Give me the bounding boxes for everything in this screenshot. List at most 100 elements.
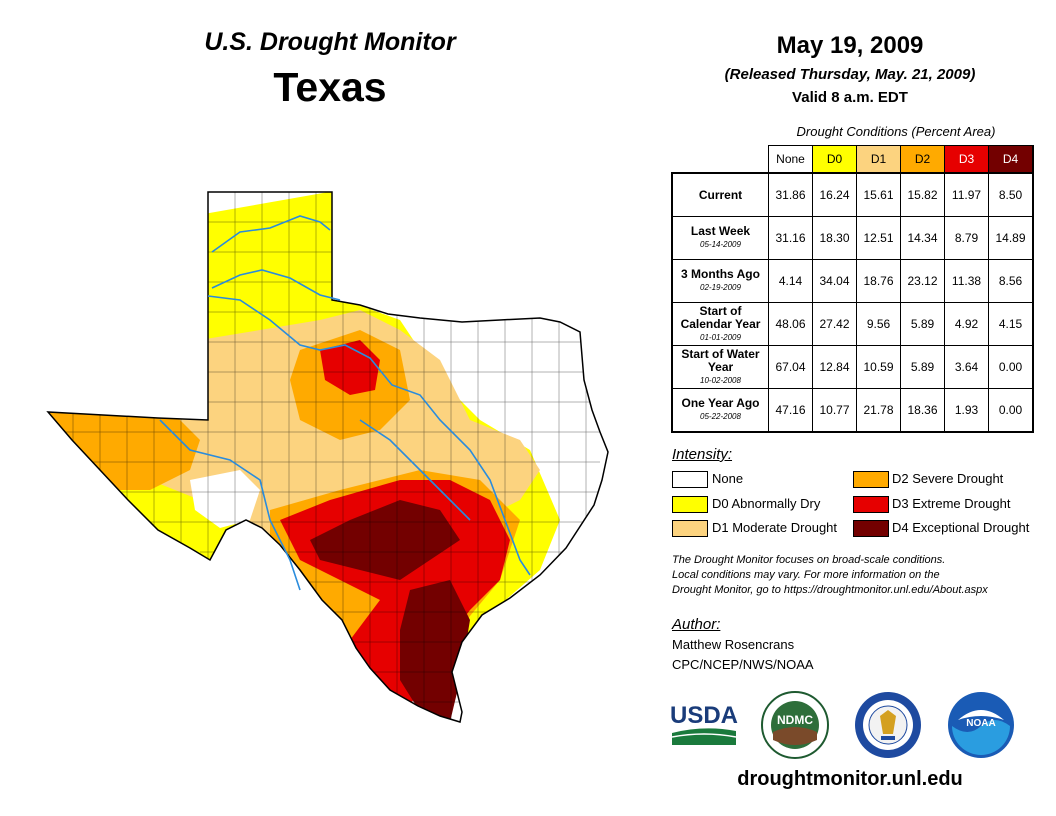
cell-d2: 5.89 bbox=[900, 345, 945, 389]
row-date: 02-19-2009 bbox=[700, 283, 741, 292]
legend-swatch-none bbox=[672, 471, 708, 488]
row-date: 10-02-2008 bbox=[700, 375, 741, 385]
legend-swatch-d4 bbox=[853, 520, 889, 537]
cell-d1: 9.56 bbox=[856, 302, 901, 346]
legend-label-none: None bbox=[712, 471, 744, 486]
ndmc-logo: NDMC bbox=[761, 691, 829, 759]
usda-logo-text: USDA bbox=[670, 702, 738, 729]
legend-swatch-d2 bbox=[853, 471, 889, 488]
col-header-d1: D1 bbox=[856, 145, 901, 174]
cell-d4: 8.50 bbox=[988, 172, 1034, 217]
note-line: Local conditions may vary. For more info… bbox=[672, 569, 940, 581]
cell-d3: 1.93 bbox=[944, 388, 989, 433]
cell-none: 31.16 bbox=[768, 216, 813, 260]
cell-d2: 18.36 bbox=[900, 388, 945, 433]
col-header-d0: D0 bbox=[812, 145, 857, 174]
row-label-text: Start of Calendar Year bbox=[680, 303, 761, 331]
row-label: Start of Water Year 10-02-2008 bbox=[671, 345, 769, 389]
legend-swatch-d1 bbox=[672, 520, 708, 537]
col-header-none: None bbox=[768, 145, 813, 174]
table-row: Last Week 05-14-2009 31.16 18.30 12.51 14… bbox=[671, 216, 1034, 260]
col-header-d2: D2 bbox=[900, 145, 945, 174]
legend-label-d2: D2 Severe Drought bbox=[892, 471, 1004, 486]
table-row: One Year Ago 05-22-2008 47.16 10.77 21.78… bbox=[671, 388, 1034, 433]
valid-time: Valid 8 a.m. EDT bbox=[792, 89, 908, 106]
drought-areas bbox=[48, 192, 608, 722]
row-date: 01-01-2009 bbox=[700, 332, 741, 342]
cell-d3: 11.97 bbox=[944, 172, 989, 217]
row-label: Start of Calendar Year 01-01-2009 bbox=[671, 302, 769, 346]
cell-d0: 12.84 bbox=[812, 345, 857, 389]
row-date: 05-14-2009 bbox=[700, 240, 741, 249]
legend-label-d1: D1 Moderate Drought bbox=[712, 520, 838, 535]
table-row: Start of Water Year 10-02-2008 67.04 12.8… bbox=[671, 345, 1034, 389]
cell-d2: 14.34 bbox=[900, 216, 945, 260]
cell-d4: 0.00 bbox=[988, 345, 1034, 389]
cell-d3: 11.38 bbox=[944, 259, 989, 303]
cell-d4: 0.00 bbox=[988, 388, 1034, 433]
author-heading: Author: bbox=[672, 616, 721, 633]
site-url[interactable]: droughtmonitor.unl.edu bbox=[737, 768, 963, 790]
ndmc-logo-text: NDMC bbox=[777, 713, 813, 727]
table-row: Start of Calendar Year 01-01-2009 48.06 2… bbox=[671, 302, 1034, 346]
cell-d1: 12.51 bbox=[856, 216, 901, 260]
legend-label-d0: D0 Abnormally Dry bbox=[712, 496, 821, 511]
author-name: Matthew Rosencrans bbox=[672, 637, 795, 652]
noaa-logo-text: NOAA bbox=[966, 718, 995, 729]
commerce-seal bbox=[855, 692, 921, 758]
table-row: 3 Months Ago 02-19-2009 4.14 34.04 18.76 … bbox=[671, 259, 1034, 303]
row-label: Last Week 05-14-2009 bbox=[671, 216, 769, 260]
cell-d0: 27.42 bbox=[812, 302, 857, 346]
cell-d3: 3.64 bbox=[944, 345, 989, 389]
cell-d2: 15.82 bbox=[900, 172, 945, 217]
row-label-text: 3 Months Ago bbox=[681, 267, 760, 281]
table-corner bbox=[672, 146, 769, 174]
cell-d1: 15.61 bbox=[856, 172, 901, 217]
col-header-d3: D3 bbox=[944, 145, 989, 174]
noaa-logo: NOAA bbox=[948, 692, 1014, 758]
legend-label-d3: D3 Extreme Drought bbox=[892, 496, 1011, 511]
table-caption: Drought Conditions (Percent Area) bbox=[796, 124, 996, 139]
cell-d4: 8.56 bbox=[988, 259, 1034, 303]
cell-d0: 10.77 bbox=[812, 388, 857, 433]
cell-d1: 18.76 bbox=[856, 259, 901, 303]
row-label: One Year Ago 05-22-2008 bbox=[671, 388, 769, 433]
row-date: 05-22-2008 bbox=[700, 412, 741, 421]
author-org: CPC/NCEP/NWS/NOAA bbox=[672, 657, 814, 672]
row-label-text: Last Week bbox=[690, 224, 751, 238]
cell-d4: 4.15 bbox=[988, 302, 1034, 346]
cell-d3: 4.92 bbox=[944, 302, 989, 346]
rivers bbox=[159, 215, 531, 591]
row-label-text: One Year Ago bbox=[681, 396, 760, 410]
table-header-row: None D0 D1 D2 D3 D4 bbox=[672, 145, 1034, 174]
monitor-title: U.S. Drought Monitor bbox=[204, 28, 456, 56]
drought-note: The Drought Monitor focuses on broad-sca… bbox=[672, 553, 1052, 598]
release-date: (Released Thursday, May. 21, 2009) bbox=[724, 66, 976, 83]
state-outline bbox=[46, 191, 609, 723]
cell-d3: 8.79 bbox=[944, 216, 989, 260]
col-header-d4: D4 bbox=[988, 145, 1034, 174]
legend-label-d4: D4 Exceptional Drought bbox=[892, 520, 1030, 535]
row-label: 3 Months Ago 02-19-2009 bbox=[671, 259, 769, 303]
state-title: Texas bbox=[273, 64, 387, 110]
legend-swatch-d0 bbox=[672, 496, 708, 513]
note-line: The Drought Monitor focuses on broad-sca… bbox=[672, 554, 946, 566]
drought-conditions-table: None D0 D1 D2 D3 D4 Current 31.86 16.24 … bbox=[671, 145, 1034, 433]
cell-d1: 10.59 bbox=[856, 345, 901, 389]
cell-d1: 21.78 bbox=[856, 388, 901, 433]
legend-swatch-d3 bbox=[853, 496, 889, 513]
note-line: Drought Monitor, go to https://droughtmo… bbox=[672, 584, 988, 596]
row-label-text: Current bbox=[698, 187, 743, 202]
cell-d0: 18.30 bbox=[812, 216, 857, 260]
cell-d0: 34.04 bbox=[812, 259, 857, 303]
map-date: May 19, 2009 bbox=[776, 32, 924, 59]
cell-d0: 16.24 bbox=[812, 172, 857, 217]
cell-none: 4.14 bbox=[768, 259, 813, 303]
row-label: Current bbox=[671, 172, 769, 217]
cell-d4: 14.89 bbox=[988, 216, 1034, 260]
cell-none: 67.04 bbox=[768, 345, 813, 389]
row-label-text: Start of Water Year bbox=[681, 346, 760, 374]
intensity-heading: Intensity: bbox=[672, 446, 733, 463]
cell-d2: 23.12 bbox=[900, 259, 945, 303]
table-row: Current 31.86 16.24 15.61 15.82 11.97 8.… bbox=[671, 172, 1034, 217]
